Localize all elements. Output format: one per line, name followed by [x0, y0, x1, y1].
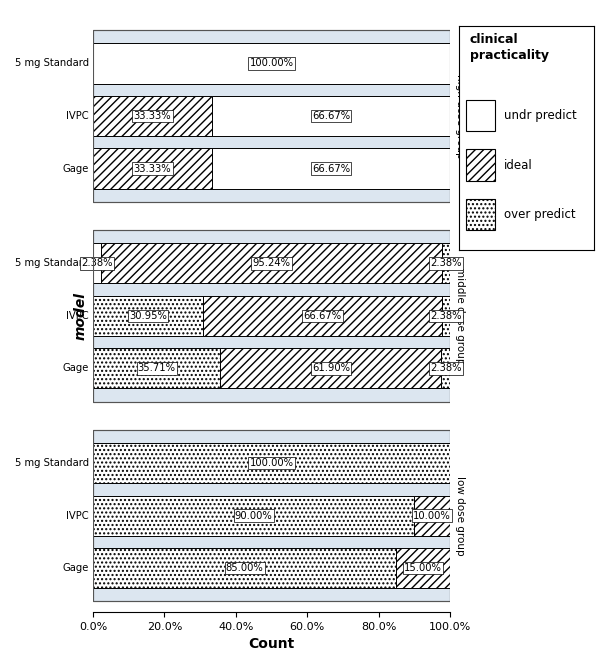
Bar [93, 96, 212, 136]
Text: Gage: Gage [62, 164, 89, 174]
Bar [93, 296, 203, 336]
Text: 2.38%: 2.38% [430, 259, 461, 268]
Bar [220, 348, 442, 388]
Text: 5 mg Standard: 5 mg Standard [14, 59, 89, 68]
Bar [203, 296, 442, 336]
Text: 15.00%: 15.00% [404, 563, 442, 573]
Bar [212, 96, 450, 136]
Text: 2.38%: 2.38% [430, 311, 461, 321]
Text: IVPC: IVPC [66, 311, 89, 321]
Bar [93, 495, 415, 536]
Bar [93, 30, 450, 202]
Bar [101, 243, 442, 284]
Bar [93, 30, 450, 202]
Text: IVPC: IVPC [66, 511, 89, 520]
Text: 66.67%: 66.67% [312, 111, 350, 121]
Bar [93, 230, 450, 401]
Text: 85.00%: 85.00% [226, 563, 263, 573]
Text: 100.00%: 100.00% [250, 458, 293, 468]
Bar [466, 199, 496, 230]
Bar [466, 100, 496, 132]
Text: 95.24%: 95.24% [253, 259, 290, 268]
Text: 33.33%: 33.33% [134, 111, 172, 121]
Bar [415, 495, 450, 536]
Bar [93, 443, 450, 483]
Text: 5 mg Standard: 5 mg Standard [14, 458, 89, 468]
Bar [466, 149, 496, 181]
Text: IVPC: IVPC [66, 111, 89, 121]
Bar [93, 348, 220, 388]
X-axis label: Count: Count [248, 637, 295, 651]
Text: ideal: ideal [503, 159, 532, 172]
Bar [93, 230, 450, 401]
Text: over predict: over predict [503, 208, 575, 220]
Text: 33.33%: 33.33% [134, 164, 172, 174]
Text: 2.38%: 2.38% [430, 363, 461, 373]
Text: 61.90%: 61.90% [312, 363, 350, 373]
Text: low dose group: low dose group [455, 476, 466, 555]
Text: 5 mg Standard: 5 mg Standard [14, 259, 89, 268]
Bar [442, 243, 450, 284]
Text: high dose group: high dose group [455, 74, 466, 159]
Bar [212, 149, 450, 189]
Text: 35.71%: 35.71% [138, 363, 176, 373]
Y-axis label: model: model [73, 292, 88, 340]
Text: undr predict: undr predict [503, 109, 576, 122]
Bar [93, 243, 101, 284]
Bar [93, 430, 450, 601]
Bar [397, 548, 450, 588]
Text: 66.67%: 66.67% [304, 311, 341, 321]
Text: 90.00%: 90.00% [235, 511, 272, 520]
Text: 100.00%: 100.00% [250, 59, 293, 68]
Bar [442, 348, 450, 388]
Text: 2.38%: 2.38% [82, 259, 113, 268]
Text: 66.67%: 66.67% [312, 164, 350, 174]
Bar [93, 548, 397, 588]
Bar [93, 149, 212, 189]
Bar [93, 430, 450, 601]
Text: Gage: Gage [62, 563, 89, 573]
Bar [442, 296, 450, 336]
Text: Gage: Gage [62, 363, 89, 373]
Text: clinical
practicality: clinical practicality [470, 33, 549, 62]
Text: 30.95%: 30.95% [130, 311, 167, 321]
Text: middle dose group: middle dose group [455, 267, 466, 365]
Bar [93, 43, 450, 84]
Text: 10.00%: 10.00% [413, 511, 451, 520]
